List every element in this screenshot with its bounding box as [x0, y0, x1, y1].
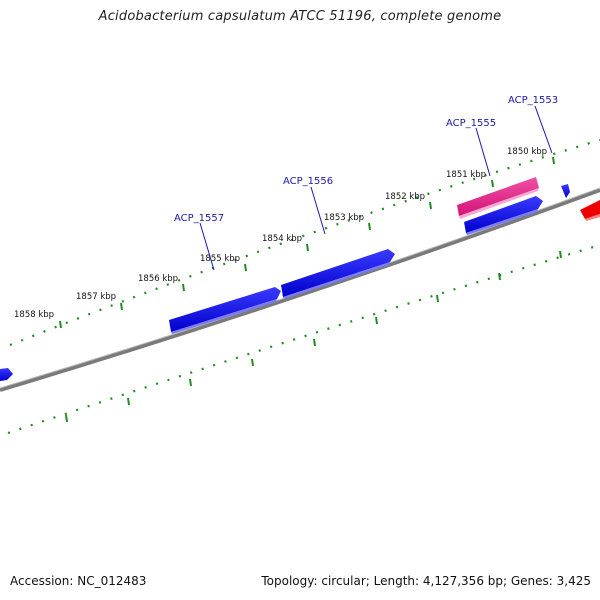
gene-feature-blue-lower-shadow — [466, 209, 538, 235]
inner-tick-ruler — [7, 243, 600, 435]
major-tick — [120, 302, 123, 311]
gene-label-acp-1557[interactable]: ACP_1557 — [174, 213, 224, 224]
genome-summary-text: Topology: circular; Length: 4,127,356 bp… — [261, 574, 591, 588]
tick-label: 1857 kbp — [76, 292, 116, 302]
major-tick — [429, 201, 432, 210]
gene-feature-acp-1555[interactable] — [457, 177, 539, 216]
gene-feature-acp-1556-shadow — [283, 262, 390, 299]
outer-ruler-dots — [9, 138, 600, 347]
tick-label: 1851 kbp — [446, 170, 486, 180]
inner-major-tick — [251, 358, 254, 367]
major-tick — [306, 243, 309, 252]
accession-text: Accession: NC_012483 — [10, 574, 147, 588]
major-tick — [368, 222, 371, 231]
gene-feature-blue-lower[interactable] — [464, 196, 543, 233]
inner-major-tick — [313, 338, 316, 347]
major-tick — [182, 283, 185, 292]
major-tick — [491, 179, 494, 188]
tick-label: 1852 kbp — [385, 192, 425, 202]
gene-feature-acp-1555-shadow — [459, 188, 539, 219]
gene-label-leaders — [199, 105, 553, 271]
inner-ruler-dots — [7, 243, 600, 435]
gene-label-acp-1553[interactable]: ACP_1553 — [508, 95, 558, 106]
leader-acp-1553 — [534, 105, 553, 154]
gene-labels: ACP_1553 ACP_1555 ACP_1556 ACP_1557 — [174, 95, 558, 224]
tick-label: 1858 kbp — [14, 310, 54, 320]
inner-major-tick — [65, 414, 68, 423]
inner-major-tick — [375, 316, 378, 325]
gene-feature-acp-1557[interactable] — [169, 287, 281, 332]
gene-feature-acp-1553[interactable] — [561, 184, 570, 198]
genome-backbone — [0, 188, 600, 392]
inner-major-tick — [498, 272, 501, 281]
map-title: Acidobacterium capsulatum ATCC 51196, co… — [98, 9, 502, 24]
outer-tick-ruler — [9, 138, 600, 347]
gene-features — [0, 177, 600, 381]
leader-acp-1555 — [475, 127, 491, 177]
tick-labels: 1850 kbp 1851 kbp 1852 kbp 1853 kbp 1854 kbp… — [14, 147, 547, 320]
inner-major-tick — [189, 378, 192, 387]
gene-feature-red-shadow — [585, 214, 600, 221]
inner-major-tick — [559, 250, 562, 259]
gene-feature-acp-1556[interactable] — [281, 249, 395, 297]
major-tick — [552, 156, 555, 165]
inner-major-tick — [436, 294, 439, 303]
gene-feature-acp-1557-shadow — [171, 299, 277, 334]
inner-major-tick — [127, 397, 130, 406]
gene-feature-red[interactable] — [580, 200, 600, 219]
tick-label: 1856 kbp — [138, 274, 178, 284]
major-tick — [59, 320, 62, 329]
gene-feature-partial-left[interactable] — [0, 368, 13, 381]
leader-acp-1557 — [199, 222, 215, 271]
tick-label: 1850 kbp — [507, 147, 547, 157]
major-ticks — [59, 156, 562, 423]
major-tick — [244, 263, 247, 272]
gene-label-acp-1556[interactable]: ACP_1556 — [283, 176, 333, 187]
tick-label: 1855 kbp — [200, 254, 240, 264]
leader-acp-1556 — [310, 186, 326, 235]
gene-label-acp-1555[interactable]: ACP_1555 — [446, 118, 496, 129]
tick-label: 1853 kbp — [324, 213, 364, 223]
tick-label: 1854 kbp — [262, 234, 302, 244]
